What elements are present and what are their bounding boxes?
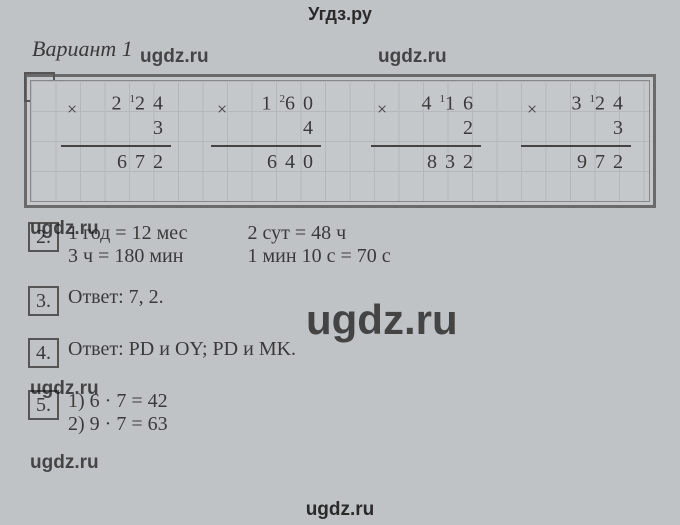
problem-3: 3. Ответ: 7, 2. (28, 286, 656, 316)
multiplier: 3 (61, 113, 171, 143)
p2-r0-left: 1 год = 12 мес (68, 222, 188, 245)
watermark: ugdz.ru (30, 452, 99, 474)
p2-r0-right: 2 сут = 48 ч (248, 222, 391, 245)
problem-5-label: 5. (28, 390, 59, 420)
problem-4-label: 4. (28, 338, 59, 368)
multiplicand: 3124 (521, 85, 631, 113)
mult-block: ×12604 640 (211, 85, 321, 177)
problem-3-label: 3. (28, 286, 59, 316)
multiplier: 2 (371, 113, 481, 143)
page: Угдз.ру Вариант 1 1. ×21243672×12604640×… (0, 0, 680, 525)
p2-r1-right: 1 мин 10 с = 70 с (248, 245, 391, 268)
multiplicand: 2124 (61, 85, 171, 113)
problem-4: 4. Ответ: PD и OY; PD и MK. (28, 338, 656, 368)
multiplicand: 1260 (211, 85, 321, 113)
problem-2: 2. 1 год = 12 мес 3 ч = 180 мин 2 сут = … (28, 222, 656, 268)
mult-sign-icon: × (377, 99, 387, 120)
p5-line-1: 2) 9 · 7 = 63 (68, 413, 168, 436)
product: 832 (371, 147, 481, 177)
problem-1-grid: ×21243672×12604640×41162832×31243972 (30, 80, 650, 202)
problem-2-label: 2. (28, 222, 59, 252)
product: 640 (211, 147, 321, 177)
p4-text: Ответ: PD и OY; PD и MK. (68, 338, 296, 360)
site-header: Угдз.ру (0, 4, 680, 25)
product: 972 (521, 147, 631, 177)
product: 672 (61, 147, 171, 177)
mult-sign-icon: × (527, 99, 537, 120)
site-footer: ugdz.ru (0, 499, 680, 521)
mult-sign-icon: × (217, 99, 227, 120)
mult-block: ×21243 672 (61, 85, 171, 177)
problem-1-frame: ×21243672×12604640×41162832×31243972 (24, 74, 656, 208)
p5-line-0: 1) 6 · 7 = 42 (68, 390, 168, 413)
mult-sign-icon: × (67, 99, 77, 120)
problem-5: 5. 1) 6 · 7 = 42 2) 9 · 7 = 63 (28, 390, 656, 436)
mult-block: ×41162 832 (371, 85, 481, 177)
mult-block: ×31243 972 (521, 85, 631, 177)
p2-r1-left: 3 ч = 180 мин (68, 245, 188, 268)
multiplier: 4 (211, 113, 321, 143)
multiplicand: 4116 (371, 85, 481, 113)
multiplier: 3 (521, 113, 631, 143)
p3-text: Ответ: 7, 2. (68, 286, 164, 308)
variant-title: Вариант 1 (24, 36, 656, 62)
